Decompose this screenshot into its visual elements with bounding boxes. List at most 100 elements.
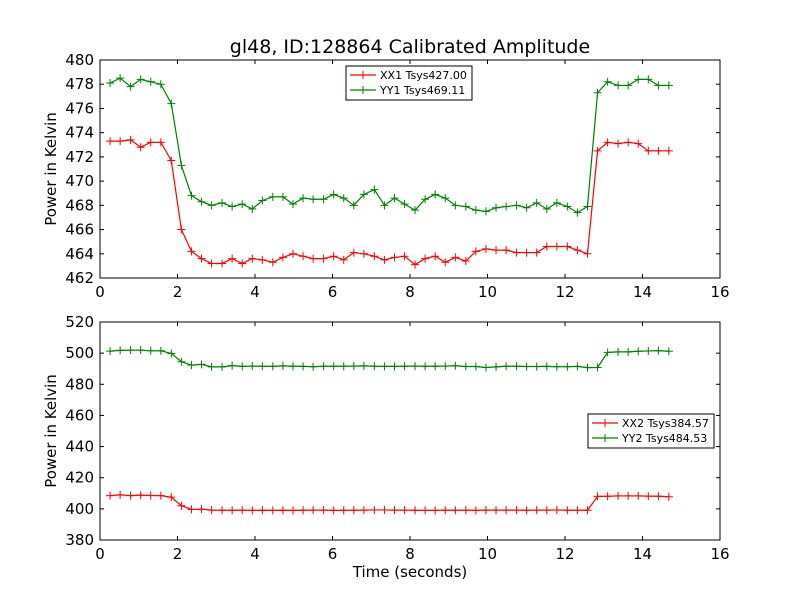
top-data-point	[349, 201, 358, 210]
bottom-data-point	[573, 506, 582, 515]
top-data-point	[563, 242, 572, 251]
top-x-tick-label: 10	[478, 283, 497, 301]
top-data-point	[492, 246, 501, 255]
top-x-tick-label: 4	[250, 283, 260, 301]
bottom-x-tick-label: 8	[405, 545, 415, 563]
top-data-point	[126, 82, 135, 91]
bottom-data-point	[532, 506, 541, 515]
top-y-tick-label: 472	[65, 148, 94, 166]
top-data-point	[664, 146, 673, 155]
bottom-data-point	[512, 506, 521, 515]
bottom-data-point	[492, 506, 501, 515]
bottom-data-point	[421, 362, 430, 371]
bottom-x-tick-label: 10	[478, 545, 497, 563]
bottom-data-point	[522, 362, 531, 371]
bottom-y-tick-label: 380	[65, 531, 94, 549]
top-legend-label-2: YY1 Tsys469.11	[379, 84, 465, 97]
bottom-data-point	[197, 360, 206, 369]
bottom-data-point	[349, 506, 358, 515]
top-data-point	[441, 194, 450, 203]
bottom-data-point	[167, 493, 176, 502]
top-data-point	[299, 252, 308, 261]
bottom-data-point	[218, 506, 227, 515]
top-x-tick-label: 16	[710, 283, 729, 301]
top-data-point	[634, 75, 643, 84]
top-x-tick-label: 12	[555, 283, 574, 301]
top-data-point	[431, 190, 440, 199]
top-y-tick-label: 476	[65, 99, 94, 117]
bottom-data-point	[644, 492, 653, 501]
top-legend-marker-1	[359, 71, 367, 79]
top-data-point	[563, 202, 572, 211]
top-data-point	[522, 203, 531, 212]
bottom-data-point	[522, 506, 531, 515]
top-data-point	[421, 254, 430, 263]
bottom-data-point	[654, 346, 663, 355]
top-data-point	[512, 248, 521, 257]
top-data-point	[359, 190, 368, 199]
bottom-data-point	[359, 361, 368, 370]
bottom-y-tick-label: 480	[65, 375, 94, 393]
top-data-point	[411, 260, 420, 269]
bottom-data-point	[177, 357, 186, 366]
bottom-data-point	[634, 491, 643, 500]
bottom-data-point	[238, 362, 247, 371]
bottom-data-point	[400, 362, 409, 371]
bottom-data-point	[106, 347, 115, 356]
top-plot: 0 2 4 6 8 10 12 14 16462464466468470472474476478…	[42, 51, 730, 301]
bottom-data-point	[614, 491, 623, 500]
top-x-tick-label: 14	[633, 283, 652, 301]
top-data-point	[238, 259, 247, 268]
bottom-data-point	[624, 347, 633, 356]
top-data-point	[278, 253, 287, 262]
top-data-point	[400, 252, 409, 261]
bottom-data-point	[624, 491, 633, 500]
bottom-data-point	[380, 362, 389, 371]
bottom-data-point	[431, 506, 440, 515]
bottom-data-point	[288, 506, 297, 515]
bottom-data-point	[614, 347, 623, 356]
top-data-point	[156, 80, 165, 89]
bottom-data-point	[583, 363, 592, 372]
bottom-data-point	[146, 491, 155, 500]
top-data-point	[106, 79, 115, 88]
bottom-data-point	[207, 362, 216, 371]
bottom-data-point	[481, 363, 490, 372]
bottom-data-point	[492, 362, 501, 371]
top-data-point	[644, 75, 653, 84]
top-legend-label-1: XX1 Tsys427.00	[380, 69, 467, 82]
bottom-data-point	[126, 346, 135, 355]
top-data-point	[106, 137, 115, 146]
bottom-data-point	[187, 361, 196, 370]
top-data-point	[187, 247, 196, 256]
top-data-point	[512, 201, 521, 210]
bottom-data-point	[441, 362, 450, 371]
top-data-point	[471, 206, 480, 215]
bottom-y-tick-label: 420	[65, 469, 94, 487]
top-y-tick-label: 464	[65, 245, 94, 263]
bottom-data-point	[218, 362, 227, 371]
bottom-legend-box	[587, 413, 715, 449]
top-data-point	[268, 258, 277, 267]
bottom-data-point	[167, 349, 176, 358]
top-data-point	[177, 225, 186, 234]
top-data-point	[400, 200, 409, 209]
bottom-data-point	[552, 505, 561, 514]
bottom-data-point	[228, 361, 237, 370]
bottom-plot: 0 2 4 6 8 10 12 14 16 380 400 420 440 460 480 500 520 Pow…	[42, 313, 730, 581]
top-data-point	[492, 203, 501, 212]
bottom-x-tick-label: 0	[95, 545, 105, 563]
top-data-point	[431, 252, 440, 261]
top-data-point	[339, 255, 348, 264]
top-data-point	[573, 246, 582, 255]
top-data-point	[664, 81, 673, 90]
bottom-data-point	[411, 362, 420, 371]
bottom-x-tick-label: 12	[555, 545, 574, 563]
bottom-data-point	[278, 506, 287, 515]
bottom-data-point	[563, 362, 572, 371]
top-data-point	[207, 259, 216, 268]
bottom-data-point	[644, 346, 653, 355]
top-data-point	[441, 258, 450, 267]
top-y-tick-label: 470	[65, 172, 94, 190]
bottom-legend-label-1: XX2 Tsys384.57	[622, 417, 709, 430]
